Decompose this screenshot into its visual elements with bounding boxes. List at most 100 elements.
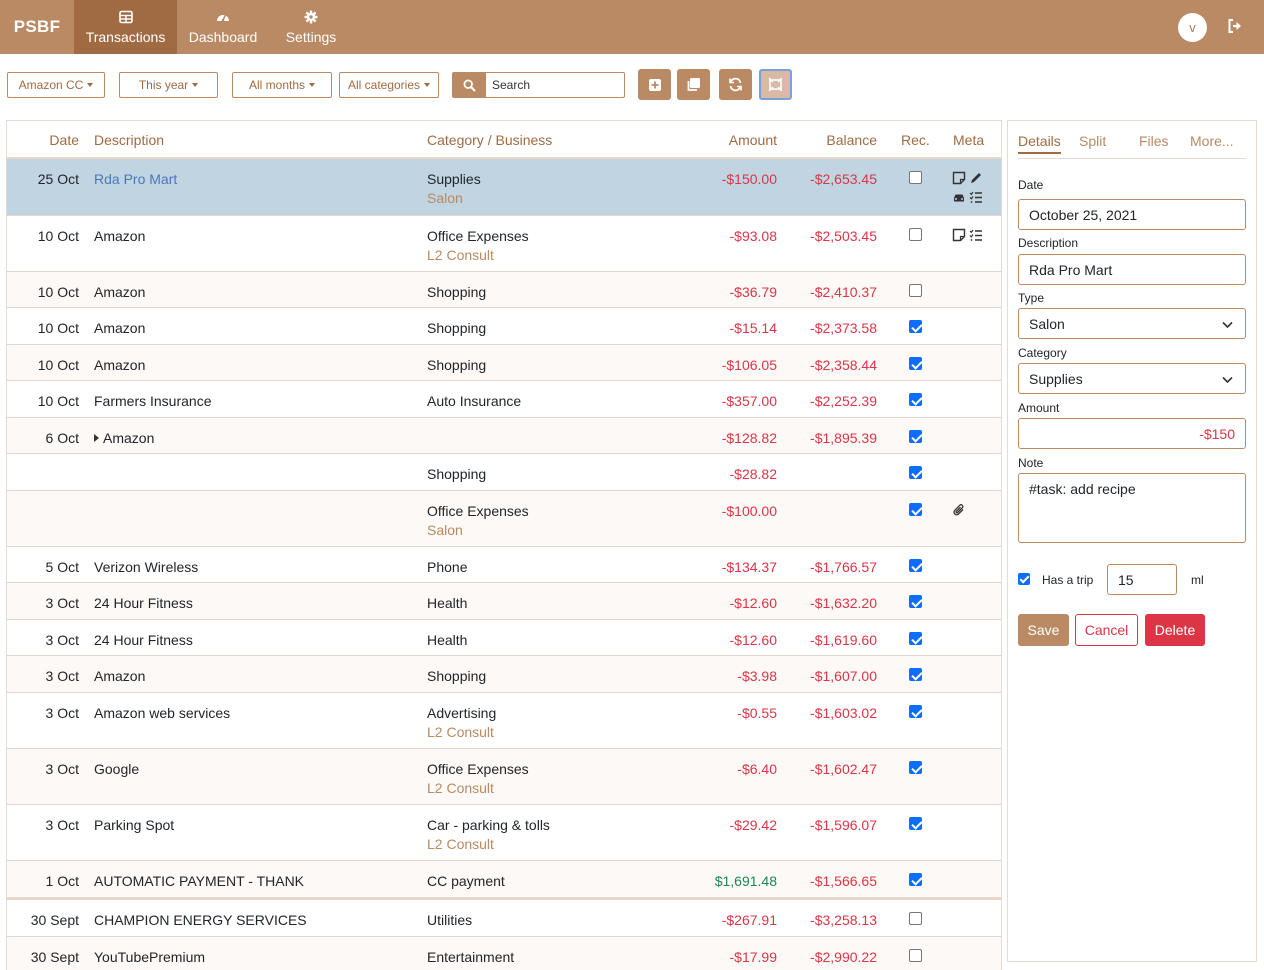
- table-row[interactable]: 3 Oct 24 Hour Fitness Health -$12.60 -$1…: [7, 583, 1001, 620]
- category-select[interactable]: Supplies: [1018, 363, 1246, 394]
- table-row[interactable]: 10 Oct Amazon Shopping -$36.79 -$2,410.3…: [7, 272, 1001, 308]
- pencil-icon[interactable]: [969, 171, 983, 185]
- paperclip-icon[interactable]: [952, 503, 966, 517]
- reconciled-checkbox[interactable]: [909, 320, 922, 333]
- row-balance: -$1,895.39: [810, 430, 877, 446]
- row-amount: -$128.82: [721, 430, 777, 446]
- reconciled-checkbox[interactable]: [909, 393, 922, 406]
- reconciled-checkbox[interactable]: [909, 171, 922, 184]
- tab-files[interactable]: Files: [1139, 133, 1169, 149]
- reconciled-checkbox[interactable]: [909, 705, 922, 718]
- reconciled-checkbox[interactable]: [909, 228, 922, 241]
- reconciled-checkbox[interactable]: [909, 949, 922, 962]
- row-business: L2 Consult: [427, 780, 494, 796]
- nav-transactions[interactable]: Transactions: [74, 0, 177, 54]
- nav-dashboard[interactable]: Dashboard: [177, 0, 269, 54]
- delete-button[interactable]: Delete: [1145, 614, 1205, 646]
- column-header-description[interactable]: Description: [94, 132, 165, 148]
- save-button[interactable]: Save: [1018, 614, 1069, 646]
- column-header-category[interactable]: Category / Business: [427, 132, 553, 148]
- row-business: L2 Consult: [427, 836, 494, 852]
- note-icon[interactable]: [952, 228, 966, 242]
- row-balance: -$1,619.60: [810, 632, 877, 648]
- row-description[interactable]: Rda Pro Mart: [94, 171, 178, 187]
- row-balance: -$2,410.37: [810, 284, 877, 300]
- expand-triangle-icon[interactable]: [94, 434, 99, 442]
- reconciled-checkbox[interactable]: [909, 284, 922, 297]
- add-transaction-button[interactable]: [638, 69, 671, 100]
- reconciled-checkbox[interactable]: [909, 430, 922, 443]
- table-row-split-child[interactable]: Shopping -$28.82: [7, 454, 1001, 491]
- search-input[interactable]: [485, 72, 625, 98]
- trip-distance-input[interactable]: 15: [1107, 564, 1177, 595]
- trip-unit-label: ml: [1191, 573, 1204, 587]
- table-row[interactable]: 3 Oct Amazon Shopping -$3.98 -$1,607.00: [7, 656, 1001, 693]
- table-row[interactable]: 3 Oct Parking Spot Car - parking & tolls…: [7, 805, 1001, 861]
- months-dropdown[interactable]: All months: [232, 72, 332, 98]
- type-select[interactable]: Salon: [1018, 308, 1246, 339]
- refresh-button[interactable]: [719, 69, 752, 100]
- table-row[interactable]: 10 Oct Amazon Shopping -$106.05 -$2,358.…: [7, 345, 1001, 381]
- column-header-date[interactable]: Date: [49, 132, 79, 148]
- reconciled-checkbox[interactable]: [909, 595, 922, 608]
- table-row-split[interactable]: 6 Oct Amazon -$128.82 -$1,895.39: [7, 418, 1001, 454]
- has-trip-checkbox[interactable]: [1018, 573, 1030, 585]
- row-category: Health: [427, 595, 468, 611]
- table-row[interactable]: 3 Oct Amazon web services Advertising L2…: [7, 693, 1001, 749]
- row-date: 5 Oct: [45, 559, 79, 575]
- duplicate-button[interactable]: [677, 69, 710, 100]
- reconciled-checkbox[interactable]: [909, 503, 922, 516]
- reconciled-checkbox[interactable]: [909, 912, 922, 925]
- logout-icon[interactable]: [1227, 18, 1243, 34]
- caret-down-icon: [192, 83, 199, 87]
- reconciled-checkbox[interactable]: [909, 632, 922, 645]
- note-textarea[interactable]: #task: add recipe: [1018, 473, 1246, 543]
- year-dropdown[interactable]: This year: [119, 72, 218, 98]
- tab-more[interactable]: More...: [1190, 133, 1234, 149]
- tab-split[interactable]: Split: [1079, 133, 1107, 149]
- table-row[interactable]: 10 Oct Farmers Insurance Auto Insurance …: [7, 381, 1001, 418]
- tab-details[interactable]: Details: [1018, 133, 1061, 154]
- column-header-amount[interactable]: Amount: [728, 132, 777, 148]
- reconciled-checkbox[interactable]: [909, 357, 922, 370]
- table-row[interactable]: 10 Oct Amazon Office Expenses L2 Consult…: [7, 216, 1001, 272]
- table-row-split-child[interactable]: Office Expenses Salon -$100.00: [7, 491, 1001, 547]
- column-header-balance[interactable]: Balance: [826, 132, 877, 148]
- account-dropdown[interactable]: Amazon CC: [7, 72, 105, 98]
- column-header-meta[interactable]: Meta: [953, 132, 985, 148]
- task-list-icon[interactable]: [969, 190, 983, 204]
- reconciled-checkbox[interactable]: [909, 761, 922, 774]
- reconciled-checkbox[interactable]: [909, 873, 922, 886]
- table-row[interactable]: 3 Oct 24 Hour Fitness Health -$12.60 -$1…: [7, 620, 1001, 656]
- table-row[interactable]: 10 Oct Amazon Shopping -$15.14 -$2,373.5…: [7, 308, 1001, 345]
- search-button[interactable]: [452, 72, 486, 98]
- cancel-button[interactable]: Cancel: [1075, 614, 1138, 646]
- brand-logo[interactable]: PSBF: [13, 17, 61, 36]
- table-row[interactable]: 30 Sept YouTubePremium Entertainment -$1…: [7, 937, 1001, 970]
- column-header-rec[interactable]: Rec.: [901, 132, 930, 148]
- nav-settings[interactable]: Settings: [269, 0, 353, 54]
- row-description-expandable[interactable]: Amazon: [94, 430, 154, 446]
- row-amount: -$106.05: [721, 357, 777, 373]
- car-icon[interactable]: [952, 190, 966, 204]
- table-row[interactable]: 30 Sept CHAMPION ENERGY SERVICES Utiliti…: [7, 900, 1001, 937]
- user-avatar[interactable]: v: [1178, 13, 1207, 42]
- row-date: 3 Oct: [45, 817, 79, 833]
- table-row[interactable]: 3 Oct Google Office Expenses L2 Consult …: [7, 749, 1001, 805]
- amount-field[interactable]: -$150: [1018, 418, 1246, 449]
- date-field[interactable]: October 25, 2021: [1018, 199, 1246, 230]
- table-row[interactable]: 5 Oct Verizon Wireless Phone -$134.37 -$…: [7, 547, 1001, 583]
- row-amount: -$0.55: [737, 705, 777, 721]
- categories-dropdown[interactable]: All categories: [339, 72, 439, 98]
- note-icon[interactable]: [952, 171, 966, 185]
- table-row[interactable]: 1 Oct AUTOMATIC PAYMENT - THANK CC payme…: [7, 861, 1001, 900]
- reconciled-checkbox[interactable]: [909, 668, 922, 681]
- description-field[interactable]: Rda Pro Mart: [1018, 254, 1246, 285]
- reconciled-checkbox[interactable]: [909, 466, 922, 479]
- select-mode-button[interactable]: [759, 69, 792, 100]
- reconciled-checkbox[interactable]: [909, 817, 922, 830]
- reconciled-checkbox[interactable]: [909, 559, 922, 572]
- task-list-icon[interactable]: [969, 228, 983, 242]
- categories-dropdown-label: All categories: [347, 78, 421, 92]
- table-row-selected[interactable]: 25 Oct Rda Pro Mart Supplies Salon -$150…: [7, 159, 1001, 216]
